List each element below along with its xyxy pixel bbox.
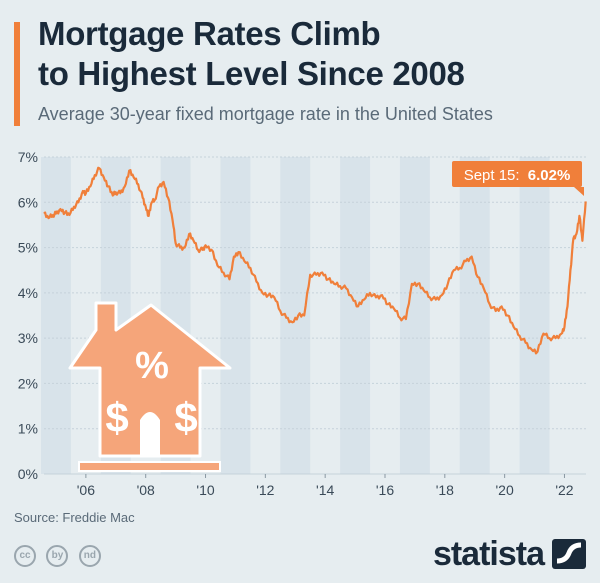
x-tick-label: '06 bbox=[77, 482, 95, 498]
y-tick-label: 0% bbox=[18, 466, 38, 482]
x-tick-label: '22 bbox=[555, 482, 573, 498]
source-note: Source: Freddie Mac bbox=[14, 510, 135, 525]
percent-sign-icon: % bbox=[135, 345, 169, 387]
series-line-mortgage-rate bbox=[43, 166, 587, 355]
y-tick-label: 7% bbox=[18, 149, 38, 165]
x-tick-label: '12 bbox=[256, 482, 274, 498]
chart-subtitle: Average 30-year fixed mortgage rate in t… bbox=[38, 104, 493, 124]
creative-commons-icon[interactable]: cc bbox=[14, 545, 36, 567]
title-accent-bar bbox=[14, 22, 20, 126]
callout-label: Sept 15: bbox=[464, 167, 520, 184]
year-band bbox=[340, 157, 371, 474]
x-tick-label: '18 bbox=[436, 482, 454, 498]
year-band bbox=[399, 157, 430, 474]
y-tick-label: 2% bbox=[18, 375, 38, 391]
year-band bbox=[459, 157, 490, 474]
latest-value-callout: Sept 15: 6.02% bbox=[452, 161, 584, 196]
gridlines bbox=[44, 156, 586, 475]
y-tick-label: 4% bbox=[18, 285, 38, 301]
chart-title: Mortgage Rates Climb to Highest Level Si… bbox=[38, 14, 465, 94]
callout-value: 6.02% bbox=[528, 167, 571, 184]
statista-brand[interactable]: statista bbox=[433, 537, 586, 571]
y-tick-label: 1% bbox=[18, 421, 38, 437]
x-tick-label: '20 bbox=[496, 482, 514, 498]
attribution-icon[interactable]: by bbox=[46, 545, 69, 567]
statista-wordmark: statista bbox=[432, 535, 545, 573]
y-axis-ticks: 0% 1% 2% 3% 4% 5% 6% 7% bbox=[18, 149, 38, 482]
x-tick-label: '16 bbox=[376, 482, 394, 498]
dollar-sign-icon: $ bbox=[105, 394, 128, 441]
y-tick-label: 3% bbox=[18, 330, 38, 346]
statista-logo-icon bbox=[552, 539, 586, 569]
year-band bbox=[220, 157, 251, 474]
x-axis-ticks: '06 '08 '10 '12 '14 '16 '18 '20 '22 bbox=[77, 474, 574, 498]
dollar-sign-icon: $ bbox=[174, 394, 197, 441]
chart-title-line-2: to Highest Level Since 2008 bbox=[38, 55, 465, 92]
license-icons: cc by nd bbox=[14, 545, 107, 567]
y-tick-label: 5% bbox=[18, 240, 38, 256]
no-derivatives-icon[interactable]: nd bbox=[78, 545, 101, 567]
year-band bbox=[41, 157, 71, 474]
svg-text:Sept 15: 6.02%: Sept 15: 6.02% bbox=[464, 167, 571, 184]
chart-title-line-1: Mortgage Rates Climb bbox=[38, 15, 381, 52]
year-band bbox=[519, 157, 550, 474]
y-tick-label: 6% bbox=[18, 194, 38, 210]
x-tick-label: '14 bbox=[316, 482, 334, 498]
house-icon: % $ $ bbox=[68, 301, 232, 472]
x-tick-label: '10 bbox=[196, 482, 214, 498]
x-tick-label: '08 bbox=[137, 482, 155, 498]
